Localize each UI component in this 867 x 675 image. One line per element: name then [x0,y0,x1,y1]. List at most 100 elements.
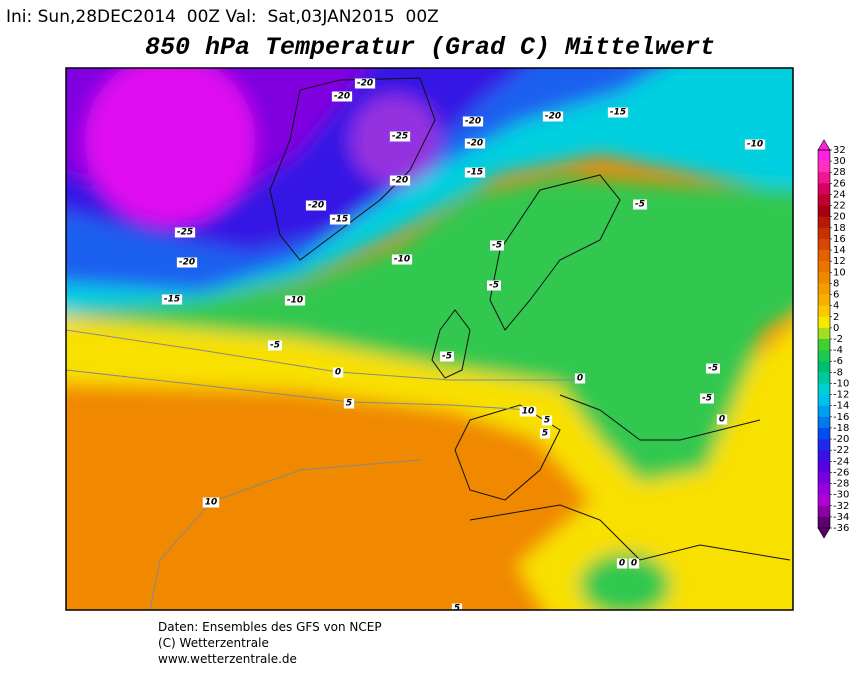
colorbar-swatch [818,472,830,484]
colorbar-tick-label: -16 [833,412,849,423]
contour-label-box [389,131,411,142]
contour-label-box [539,428,551,439]
colorbar-tick-label: 0 [833,323,839,334]
contour-label-box [490,240,504,251]
colorbar-tick-label: 16 [833,234,846,245]
contour-label: -15 [164,295,180,305]
colorbar-swatch [818,383,830,395]
contour-label-box [354,78,376,89]
footer-line: Daten: Ensembles des GFS von NCEP [158,620,382,634]
contour-label: -25 [177,228,193,238]
contour-label: 0 [577,374,583,384]
colorbar-tick-label: -12 [833,390,849,401]
colorbar-swatch [818,427,830,440]
colorbar-swatch [818,250,830,262]
colorbar-swatch [818,183,830,195]
contour-label-box [464,138,486,149]
colorbar-swatch [818,372,830,384]
colorbar-tick-label: -6 [833,356,843,367]
contour-label: -20 [392,176,408,186]
colorbar-swatch [818,216,830,229]
footer: Daten: Ensembles des GFS von NCEP (C) Wet… [158,620,382,666]
temperature-field: -20 -20 -20 -20 -15 -25 -20 -20 -15 -10 -20 -15 -5 -2… [66,68,793,610]
colorbar-swatch [818,516,830,529]
colorbar-swatch [818,405,830,418]
contour-label-box [451,603,463,610]
colorbar-swatch [818,439,830,451]
colorbar-swatch [818,294,830,306]
colorbar-tick-label: 2 [833,312,839,323]
contour-label-box [716,414,728,425]
contour-label: -5 [489,281,499,291]
colorbar-swatch [818,194,830,206]
colorbar-tick-label: 26 [833,178,846,189]
colorbar-swatch [818,205,830,218]
contour-label: -10 [747,140,763,150]
contour-label-box [440,351,454,362]
colorbar-tick-label: -14 [833,401,849,412]
colorbar-tick-label: -32 [833,501,849,512]
colorbar-swatch [818,350,830,362]
colorbar-swatch [818,283,830,295]
colorbar-tick-label: -36 [833,523,849,534]
footer-line: (C) Wetterzentrale [158,636,269,650]
contour-label-box [268,340,282,351]
colorbar-tick-label: 24 [833,189,846,200]
colorbar-tick-label: 30 [833,156,846,167]
contour-label: -20 [545,112,561,122]
contour-label-box [462,116,484,127]
colorbar-swatch [818,483,830,495]
contour-label: -20 [308,201,324,211]
colorbar-tick-label: -26 [833,467,849,478]
contour-label: -5 [708,364,718,374]
colorbar-tick-label: 10 [833,267,846,278]
contour-label: 0 [619,559,625,569]
colorbar-swatch [818,416,830,429]
contour-label: -15 [467,168,483,178]
contour-label: -5 [492,241,502,251]
contour-label: -20 [334,92,350,102]
contour-label: 0 [335,368,341,378]
coastlines [269,77,791,561]
colorbar-swatch [818,227,830,240]
contour-label-box [706,363,720,374]
contour-label-box [284,295,306,306]
contour-label-box [744,139,766,150]
contour-label: -10 [287,296,303,306]
contour-label-box [487,280,501,291]
contour-label: -25 [392,132,408,142]
colorbar-tick-label: -2 [833,334,843,345]
colorbar-tick-label: -10 [833,378,849,389]
colorbar-swatch [818,161,830,173]
contour-label: 5 [346,399,352,409]
colorbar-tick-label: -22 [833,445,849,456]
colorbar-tick-label: 12 [833,256,846,267]
colorbar-tick-label: 4 [833,301,839,312]
colorbar-swatch [818,450,830,462]
colorbar-top-arrow [817,139,831,151]
contour-label: -20 [465,117,481,127]
contour-label-box [332,367,344,378]
colorbar-swatch [818,238,830,251]
contour-label-box [174,227,196,238]
colorbar-swatch [818,172,830,184]
colorbar-swatch [818,272,830,284]
contour-labels: -20 -20 -20 -20 -15 -25 -20 -20 -15 -10 -20 -15 -5 -2… [161,78,766,610]
contour-label-box [464,167,486,178]
contour-label: 0 [631,559,637,569]
init-line: Ini: Sun,28DEC2014 00Z Val: Sat,03JAN201… [6,7,439,27]
contour-label-box [628,558,640,569]
contour-label-box [616,558,628,569]
colorbar-tick-label: 6 [833,290,839,301]
contour-label: -10 [394,255,410,265]
contour-label: 10 [522,407,535,417]
contour-label: -15 [332,215,348,225]
contour-label-box [389,175,411,186]
contour-label: -5 [270,341,280,351]
contour-label: 5 [542,429,548,439]
contour-label-box [519,406,537,417]
contour-label-box [607,107,629,118]
contour-label: -5 [442,352,452,362]
contour-label: 5 [544,416,550,426]
